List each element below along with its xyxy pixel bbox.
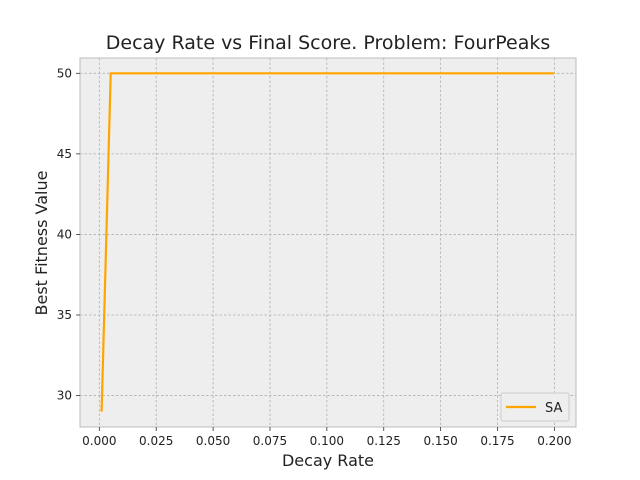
y-tick-label: 35 <box>57 308 72 322</box>
x-axis-ticks: 0.000 0.025 0.050 0.075 0.100 0.125 0.150 0.175… <box>82 427 572 448</box>
y-tick-label: 45 <box>57 147 72 161</box>
y-tick-label: 30 <box>57 389 72 403</box>
x-tick-label: 0.025 <box>139 434 173 448</box>
series-layer <box>100 72 555 412</box>
x-tick-label: 0.175 <box>480 434 514 448</box>
legend: SA <box>500 392 570 422</box>
x-tick-label: 0.150 <box>423 434 457 448</box>
series-line-sa <box>100 72 555 412</box>
plot-frame <box>79 57 577 428</box>
x-tick-label: 0.000 <box>82 434 116 448</box>
grid <box>80 58 576 427</box>
x-tick-label: 0.075 <box>253 434 287 448</box>
x-axis-label: Decay Rate <box>282 451 374 470</box>
y-tick-label: 50 <box>57 66 72 80</box>
chart-title: Decay Rate vs Final Score. Problem: Four… <box>106 32 550 54</box>
y-axis-ticks: 30 35 40 45 50 <box>57 66 80 403</box>
plot-area <box>80 58 576 427</box>
y-tick-label: 40 <box>57 227 72 241</box>
legend-label-sa: SA <box>545 401 562 416</box>
x-tick-label: 0.050 <box>196 434 230 448</box>
y-axis-label: Best Fitness Value <box>32 171 51 316</box>
x-tick-label: 0.125 <box>367 434 401 448</box>
x-tick-label: 0.100 <box>310 434 344 448</box>
x-tick-label: 0.200 <box>537 434 571 448</box>
